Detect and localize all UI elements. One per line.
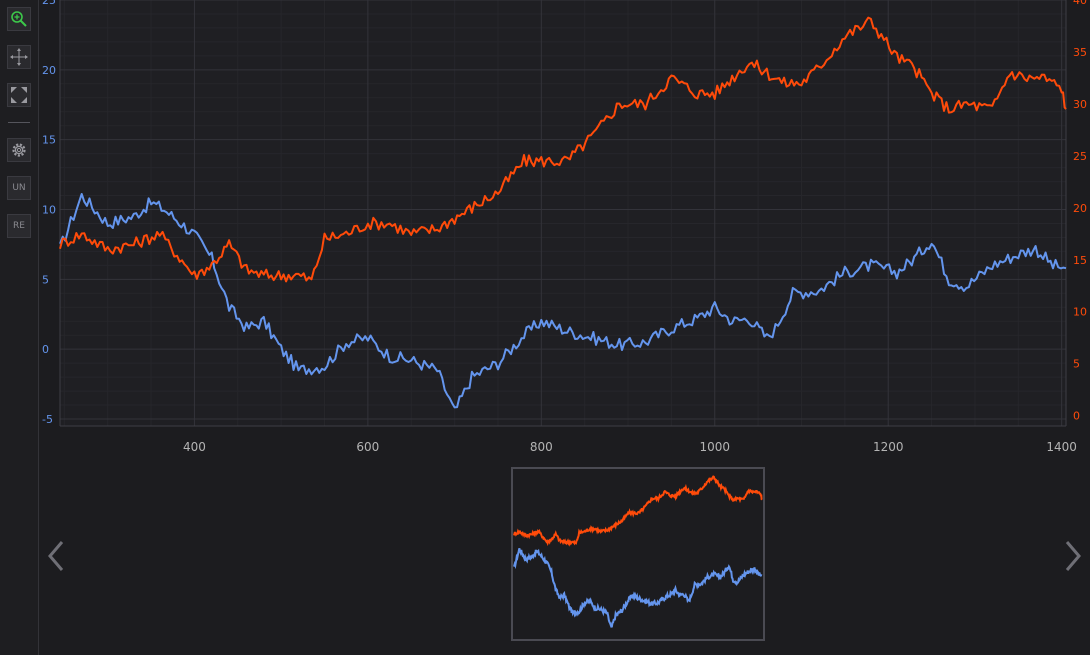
navigator-frame[interactable] [511,467,765,641]
y-right-tick-label: 5 [1073,358,1080,371]
magnifier-icon [11,11,27,27]
y-left-tick-label: 20 [42,64,56,77]
y-right-tick-label: 30 [1073,98,1087,111]
y-left-tick-label: 25 [42,0,56,7]
x-tick-label: 1400 [1046,440,1077,454]
redo-label: RE [13,221,25,231]
y-right-tick-label: 0 [1073,410,1080,423]
y-right-tick-label: 20 [1073,202,1087,215]
series-lines [59,16,1067,409]
scroll-right-icon[interactable] [1063,540,1083,572]
x-tick-label: 1200 [873,440,904,454]
gear-icon [12,143,26,157]
move-icon [10,48,28,66]
fit-button[interactable] [7,83,31,107]
plot-area [60,0,1066,426]
redo-button[interactable]: RE [7,214,31,238]
y-right-tick-label: 40 [1073,0,1087,7]
x-tick-label: 400 [183,440,206,454]
navigator-line-orange [513,475,763,547]
grid-lines [59,0,1067,427]
series-line-blue [59,193,1067,409]
settings-button[interactable] [7,138,31,162]
y-left-tick-label: 0 [42,343,49,356]
fullscreen-icon [11,87,27,103]
chart-toolbar: UN RE [0,0,39,655]
zoom-button[interactable] [7,7,31,31]
navigator-preview[interactable] [511,467,765,641]
y-right-tick-label: 25 [1073,150,1087,163]
y-left-tick-label: 10 [42,204,56,217]
undo-label: UN [12,183,26,193]
y-right-tick-label: 15 [1073,254,1087,267]
y-right-tick-label: 35 [1073,46,1087,59]
x-tick-label: 1000 [699,440,730,454]
y-left-tick-label: 15 [42,134,56,147]
y-left-tick-label: 5 [42,273,49,286]
series-line-orange [59,16,1067,283]
scroll-left-icon[interactable] [46,540,66,572]
y-right-tick-label: 10 [1073,306,1087,319]
axis-labels: 400 600 800 1000 1200 1400 25 20 15 10 5 0 -5 40 35 30 2… [42,0,1087,454]
y-left-tick-label: -5 [42,413,53,426]
navigator-line-blue [513,548,763,628]
x-tick-label: 600 [356,440,379,454]
toolbar-divider [8,122,30,123]
pan-button[interactable] [7,45,31,69]
x-tick-label: 800 [530,440,553,454]
undo-button[interactable]: UN [7,176,31,200]
